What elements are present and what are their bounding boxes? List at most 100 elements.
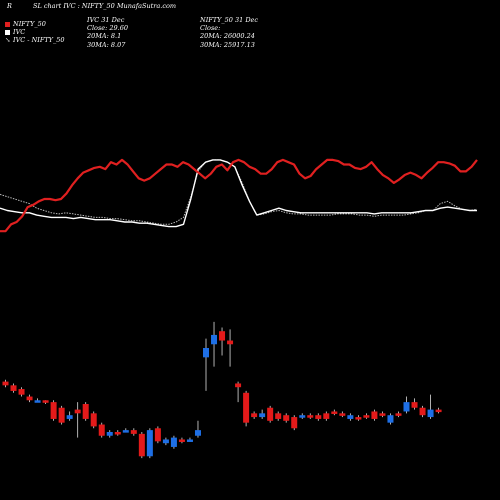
candle [58,405,65,425]
candle [34,398,41,403]
candle [2,379,9,388]
candle-body-down [275,413,282,419]
candle-body-down [371,411,378,419]
candle-body-up [403,402,410,412]
candle [355,415,362,421]
candle [10,383,17,393]
candle-body-down [251,413,258,418]
candle-body-up [347,415,354,419]
candle-body-up [146,430,153,457]
candle-body-up [427,409,434,418]
legend-item-nifty: NIFTY_50 [5,20,64,28]
candle [211,321,218,367]
candle [267,405,274,423]
candle-body-down [307,415,314,418]
legend-swatch-ivc [5,29,10,35]
candle [235,381,242,403]
candle [323,411,330,421]
candle [259,409,266,419]
candle [339,411,346,418]
candle-body-down [154,428,161,442]
candle-body-down [58,407,65,423]
candle [395,411,402,418]
candle-body-down [114,432,121,435]
candle [227,329,234,367]
candle-body-down [26,396,33,401]
candle [371,409,378,421]
candle [194,420,201,438]
candle-body-down [138,433,145,457]
candle-body-down [323,413,330,419]
candle [291,415,298,431]
candle [74,402,81,438]
candle-body-down [283,415,290,421]
series-line-ivc [0,159,477,228]
candle-body-up [162,439,169,444]
candle [122,428,129,433]
candle-body-down [315,415,322,419]
candle-body-up [106,432,113,436]
candle [403,396,410,414]
candle [18,387,25,397]
candle-body-up [194,430,201,436]
candle-body-up [122,430,129,433]
candle [299,413,306,419]
candle [331,409,338,416]
ivc-info-line: 20MA: 8.1 [87,32,122,41]
candle-body-up [211,334,218,345]
candle-body-down [267,407,274,421]
candle-body-down [10,385,17,391]
legend-swatch-nifty [5,21,10,27]
nifty-info-line: Close: [200,24,221,33]
candle-body-up [66,415,73,419]
candle [307,413,314,419]
candle-body-down [419,407,426,416]
candle-body-up [186,439,193,442]
candle-body-down [379,413,386,416]
candle-body-down [363,415,370,418]
candle-body-down [50,402,57,419]
candlestick-group [2,321,442,459]
candle-body-down [90,413,97,427]
chart-title: SL chart IVC : NIFTY_50 MunafaSutra.com [33,2,177,10]
ivc-info-block: IVC 31 Dec Close: 29.60 20MA: 8.1 30MA: … [87,16,128,49]
candle-body-down [219,331,226,341]
candle [130,428,137,436]
candle [82,402,89,421]
candle-body-down [82,404,89,419]
candle [363,413,370,419]
candle-body-down [355,417,362,420]
candle-body-down [130,430,137,434]
candle [66,411,73,421]
candle [90,411,97,429]
candle-body-down [98,424,105,436]
candle [186,437,193,442]
candle-body-down [411,402,418,408]
candle-body-down [395,413,402,416]
series-line-nifty-50 [0,158,478,233]
candle-body-down [435,409,442,413]
candle [243,390,250,427]
nifty-info-block: NIFTY_50 31 Dec Close: 20MA: 26000.24 30… [200,16,258,49]
candle-body-up [259,413,266,418]
legend-label-diff: IVC - NIFTY_50 [13,36,65,45]
candle-body-down [74,409,81,414]
legend-label-ivc: IVC [13,28,26,37]
candle [283,413,290,423]
candle-body-up [299,415,306,418]
candle-body-down [42,400,49,403]
ivc-info-line: IVC 31 Dec [87,16,125,24]
nifty-info-line: NIFTY_50 31 Dec [200,16,259,24]
candle [347,413,354,421]
candle [435,407,442,414]
candle-body-down [18,389,25,395]
candle-body-down [243,392,250,423]
line-series-group [0,158,478,233]
candle [170,435,177,449]
candle [42,400,49,404]
candle-body-down [235,383,242,388]
ivc-info-line: Close: 29.60 [87,24,129,33]
candle [154,426,161,444]
candle [387,413,394,425]
ivc-info-line: 30MA: 8.07 [87,40,126,49]
